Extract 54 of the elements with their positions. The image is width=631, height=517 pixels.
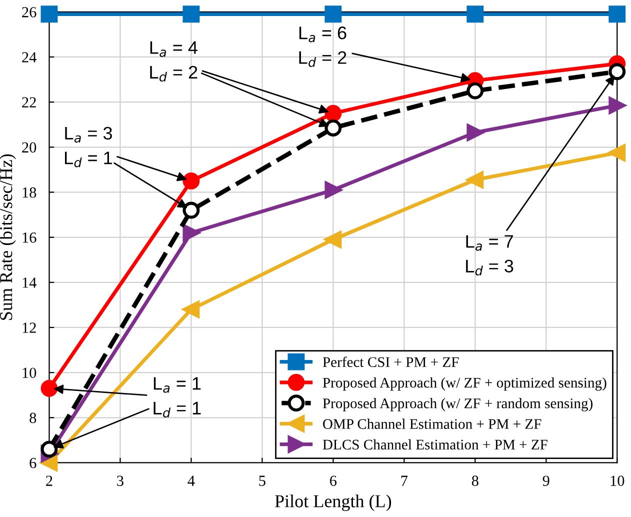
point [40, 454, 58, 472]
point [40, 6, 58, 23]
point [608, 144, 626, 162]
legend-label: DLCS Channel Estimation + PM + ZF [322, 439, 548, 450]
point [182, 202, 200, 219]
y-tick-label: 12 [22, 322, 36, 333]
point [182, 172, 200, 190]
point [182, 300, 200, 318]
point [40, 440, 58, 458]
y-tick-label: 6 [30, 458, 36, 468]
y-tick-label: 14 [22, 278, 36, 288]
annotation: L$_{a}$ = 1 L$_{d}$ = 1 [154, 377, 201, 418]
y-tick-label: 24 [22, 52, 36, 62]
point [608, 96, 626, 114]
y-tick-label: 10 [22, 368, 36, 378]
legend-label: Perfect CSI + PM + ZF [322, 356, 459, 368]
point [608, 63, 626, 80]
y-tick-label: 20 [22, 142, 36, 153]
y-tick-label: 22 [22, 97, 36, 108]
legend-label: Proposed Approach (w/ ZF + optimized sensing) [322, 377, 606, 391]
x-tick-label: 4 [188, 476, 195, 486]
point [466, 171, 484, 188]
x-tick-label: 7 [401, 476, 408, 486]
x-tick-label: 3 [117, 476, 124, 486]
y-axis-title: Sum Rate (bits/sec/Hz) [0, 154, 16, 320]
legend-label: Proposed Approach (w/ ZF + random sensing) [322, 398, 592, 412]
x-tick-label: 5 [259, 476, 266, 486]
point [466, 82, 484, 100]
point [324, 6, 342, 23]
x-tick-label: 6 [330, 476, 337, 486]
point [466, 124, 484, 141]
y-tick-label: 16 [22, 232, 36, 243]
x-tick-label: 8 [472, 476, 478, 486]
point [466, 6, 484, 23]
point [40, 380, 58, 397]
point [324, 181, 342, 198]
point [324, 104, 342, 122]
point [324, 120, 342, 136]
point [608, 6, 626, 23]
x-tick-label: 10 [610, 476, 624, 486]
legend-label: OMP Channel Estimation + PM + ZF [323, 418, 542, 429]
annotation: L$_{a}$ = 4 L$_{d}$ = 2 [150, 41, 198, 82]
x-tick-label: 9 [542, 476, 550, 486]
y-tick-label: 18 [22, 187, 36, 198]
y-tick-label: 26 [22, 7, 36, 18]
annotation: L$_{a}$ = 3 L$_{d}$ = 1 [65, 126, 112, 168]
point [182, 6, 200, 23]
y-tick-label: 8 [30, 412, 36, 424]
x-tick-label: 2 [46, 476, 52, 486]
point [324, 231, 342, 248]
annotation: L$_{a}$ = 7 L$_{d}$ = 3 [466, 235, 514, 276]
point [182, 224, 200, 242]
x-axis-title: Pilot Length (L) [275, 494, 392, 512]
annotation: L$_{a}$ = 6 L$_{d}$ = 2 [299, 26, 346, 67]
